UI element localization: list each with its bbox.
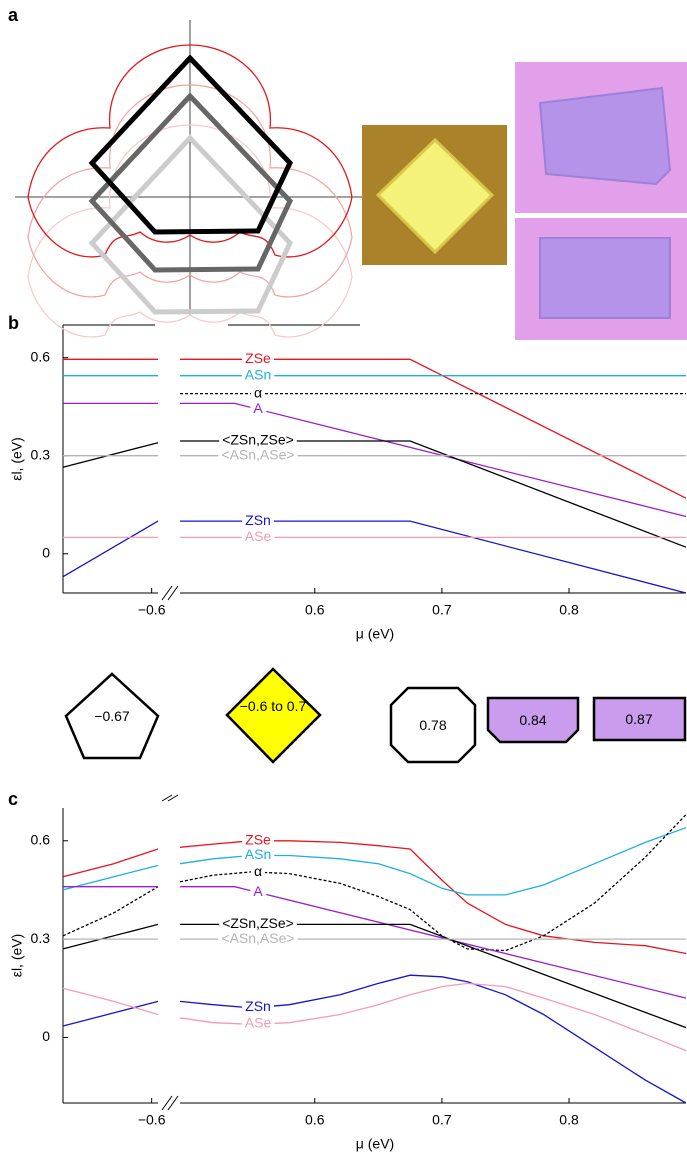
shape-label: 0.84 [493, 711, 573, 729]
series-label: <ASn,ASe> [221, 446, 294, 462]
shape-label: 0.78 [393, 716, 473, 734]
series-label: ASn [245, 366, 271, 382]
y-axis-label: εl, (eV) [9, 437, 25, 481]
series-label: A [253, 400, 263, 416]
y-tick-label: 0.3 [31, 930, 51, 946]
figure: 00.30.6−0.60.60.70.8μ (eV)εl, (eV)ZSeASn… [0, 0, 687, 1155]
series-label: ASe [245, 528, 272, 544]
shape-label: −0.6 to 0.7 [238, 697, 308, 715]
axis-break [162, 1096, 172, 1110]
y-tick-label: 0 [42, 544, 50, 560]
series-label: ZSe [245, 831, 271, 847]
series-label: A [253, 883, 263, 899]
x-tick-label: 0.8 [559, 602, 579, 618]
series-label: <ZSn,ZSe> [222, 915, 294, 931]
x-axis-label: μ (eV) [356, 626, 394, 642]
x-tick-label: −0.6 [138, 1112, 166, 1128]
axis-break [168, 1096, 178, 1110]
wulff-diagram [15, 20, 365, 337]
panel-label: c [8, 789, 18, 809]
x-tick-label: 0.7 [432, 1112, 452, 1128]
series-line [63, 924, 686, 1027]
micrographs [362, 62, 687, 340]
y-tick-label: 0 [42, 1028, 50, 1044]
series-label: <ZSn,ZSe> [222, 432, 294, 448]
y-tick-label: 0.6 [31, 831, 51, 847]
series-line [63, 441, 686, 547]
y-tick-label: 0.3 [31, 446, 51, 462]
x-axis-label: μ (eV) [356, 1136, 394, 1152]
x-tick-label: 0.6 [305, 1112, 325, 1128]
shape-row [66, 669, 685, 762]
series-line [63, 815, 686, 951]
x-tick-label: 0.8 [559, 1112, 579, 1128]
axis-break [168, 795, 178, 801]
series-label: ZSn [245, 998, 271, 1014]
axis-break [162, 795, 172, 801]
shape [227, 669, 320, 762]
x-tick-label: 0.7 [432, 602, 452, 618]
panel-label: b [8, 313, 19, 333]
series-label: ASn [245, 846, 271, 862]
series-label: <ASn,ASe> [221, 930, 294, 946]
series-line [63, 841, 686, 954]
series-line [63, 975, 686, 1103]
axis-break [162, 586, 172, 600]
series-label: α [254, 384, 262, 400]
series-label: ZSe [245, 350, 271, 366]
shape-label: −0.67 [72, 707, 152, 725]
x-tick-label: −0.6 [138, 602, 166, 618]
series-line [63, 983, 686, 1050]
y-tick-label: 0.6 [31, 348, 51, 364]
y-axis-label: εl, (eV) [9, 934, 25, 978]
series-line [63, 403, 686, 516]
series-label: α [254, 863, 262, 879]
series-line [63, 828, 686, 895]
figure-canvas: 00.30.6−0.60.60.70.8μ (eV)εl, (eV)ZSeASn… [0, 0, 687, 1155]
shape-label: 0.87 [599, 710, 679, 728]
axis-break [168, 586, 178, 600]
crystal-photo [540, 88, 670, 184]
x-tick-label: 0.6 [305, 602, 325, 618]
panel-label: a [8, 5, 19, 25]
crystal-photo [540, 238, 670, 318]
series-line [63, 359, 686, 498]
series-line [63, 521, 686, 593]
series-label: ASe [245, 1015, 272, 1031]
series-label: ZSn [245, 512, 271, 528]
